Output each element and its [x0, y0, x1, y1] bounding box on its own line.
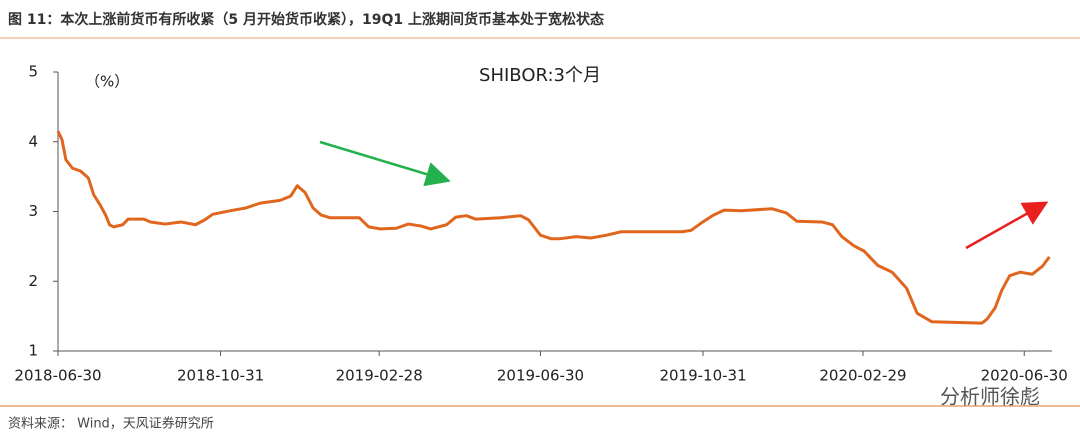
y-tick-label: 1 [28, 342, 38, 360]
x-tick-label: 2020-06-30 [981, 367, 1068, 385]
x-tick-label: 2019-10-31 [659, 367, 746, 385]
x-tick-label: 2019-02-28 [336, 367, 423, 385]
y-unit: （%） [85, 73, 129, 91]
watermark: 分析师徐彪 [940, 385, 1040, 409]
y-tick-label: 3 [28, 202, 38, 220]
series-line [56, 130, 1051, 325]
source: 资料来源： Wind，天风证券研究所 [8, 416, 214, 432]
y-tick-label: 5 [28, 63, 38, 81]
chart-title: 图 11：本次上涨前货币有所收紧（5 月开始货币收紧），19Q1 上涨期间货币基… [8, 11, 604, 28]
x-tick-label: 2019-06-30 [497, 367, 584, 385]
x-tick-label: 2020-02-29 [819, 367, 906, 385]
x-tick-label: 2018-06-30 [14, 367, 101, 385]
green-arrow [319, 140, 451, 187]
y-tick-label: 4 [28, 132, 38, 150]
x-tick-label: 2018-10-31 [177, 367, 264, 385]
red-arrow [965, 201, 1049, 250]
annotation: SHIBOR:3个月 [479, 65, 601, 86]
y-tick-label: 2 [28, 272, 38, 290]
